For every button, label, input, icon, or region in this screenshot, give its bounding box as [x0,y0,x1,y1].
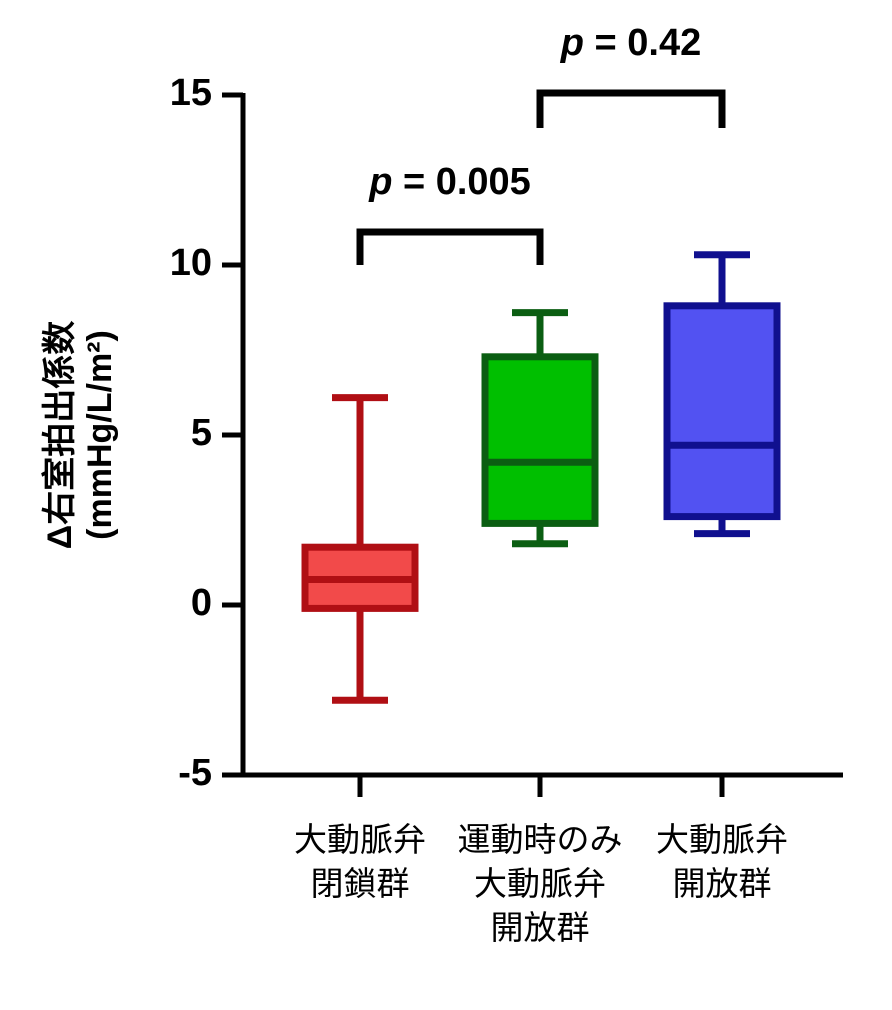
x-tick-label: 運動時のみ大動脈弁開放群 [458,821,623,946]
significance-bracket [356,228,544,265]
x-tick-label: 大動脈弁開放群 [656,821,788,902]
y-tick-label: -5 [178,752,212,794]
y-tick-label: 5 [191,412,212,454]
significance-bracket [536,89,726,128]
box [663,302,781,521]
y-tick-label: 0 [191,582,212,624]
y-axis-label: Δ右室拍出係数(mmHg/L/m²) [40,321,119,549]
box [481,353,599,527]
y-tick-label: 10 [170,242,212,284]
annotation: p = 0.42 [560,22,701,64]
x-tick-label: 大動脈弁閉鎖群 [294,821,426,902]
annotation: p = 0.005 [368,161,531,203]
y-tick-label: 15 [170,72,212,114]
